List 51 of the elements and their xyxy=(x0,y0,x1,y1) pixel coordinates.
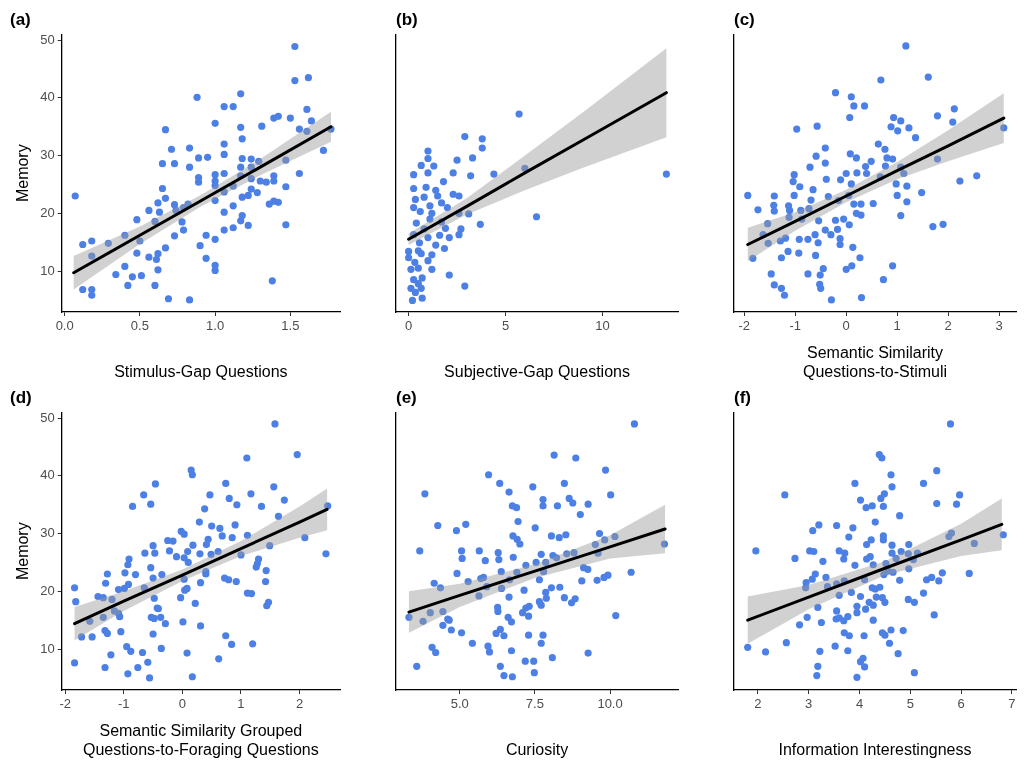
x-tick-label: 5.0 xyxy=(450,696,469,712)
x-axis-title: Stimulus-Gap Questions xyxy=(114,362,288,380)
x-tick-label: 2 xyxy=(295,696,304,712)
y-tick-label: 50 xyxy=(40,31,55,47)
x-tick-label: 1 xyxy=(237,696,245,712)
y-tick-label: 40 xyxy=(40,467,55,483)
x-axis-title: Subjective-Gap Questions xyxy=(444,362,630,380)
y-tick-label: 20 xyxy=(40,204,55,220)
x-tick-label: 1.5 xyxy=(281,318,300,334)
x-axis-title: Information Interestingness xyxy=(778,740,972,758)
x-tick-label: -1 xyxy=(117,696,130,712)
y-tick-label: 30 xyxy=(40,525,55,541)
x-tick-label: 10.0 xyxy=(597,696,623,712)
y-tick-label: 20 xyxy=(40,582,55,598)
x-tick-label: 2 xyxy=(944,318,952,334)
chart-title: (f) xyxy=(734,387,751,407)
y-axis-title: Memory xyxy=(14,144,32,203)
x-tick-label: 0 xyxy=(842,318,850,334)
y-tick-label: 30 xyxy=(40,147,55,163)
x-axis-title: Curiosity xyxy=(505,740,569,758)
x-axis-title: Semantic Similarity Questions-to-Stimuli xyxy=(802,343,948,380)
y-tick-label: 10 xyxy=(40,640,55,656)
x-tick-label: -2 xyxy=(59,696,71,712)
y-tick-label: 40 xyxy=(40,89,55,105)
x-tick-label: 1.0 xyxy=(206,318,225,334)
chart-title: (b) xyxy=(396,9,418,29)
chart-title: (e) xyxy=(396,387,417,407)
x-tick-label: -2 xyxy=(738,318,750,334)
x-tick-label: 5 xyxy=(501,318,510,334)
y-tick-label: 10 xyxy=(40,262,55,278)
chart-title: (d) xyxy=(10,387,32,407)
x-tick-label: 4 xyxy=(855,696,864,712)
y-tick-label: 50 xyxy=(40,409,55,425)
x-tick-label: 0.5 xyxy=(130,318,149,334)
x-tick-label: 6 xyxy=(957,696,965,712)
y-axis-title: Memory xyxy=(14,522,32,581)
chart-title: (a) xyxy=(10,9,31,29)
x-tick-label: 3 xyxy=(805,696,813,712)
x-tick-label: 7 xyxy=(1008,696,1016,712)
x-axis-title: Semantic Similarity Grouped Questions-to-Foraging Questions xyxy=(82,721,319,758)
x-tick-label: 0 xyxy=(178,696,186,712)
x-tick-label: 0 xyxy=(404,318,413,334)
chart-title: (c) xyxy=(734,9,755,29)
x-tick-label: 2 xyxy=(754,696,762,712)
x-tick-label: 5 xyxy=(906,696,914,712)
x-tick-label: 0.0 xyxy=(55,318,74,334)
x-tick-label: 3 xyxy=(995,318,1003,334)
x-tick-label: -1 xyxy=(789,318,801,334)
x-tick-label: 7.5 xyxy=(525,696,544,712)
x-tick-label: 1 xyxy=(893,318,901,334)
x-tick-label: 10 xyxy=(595,318,610,334)
